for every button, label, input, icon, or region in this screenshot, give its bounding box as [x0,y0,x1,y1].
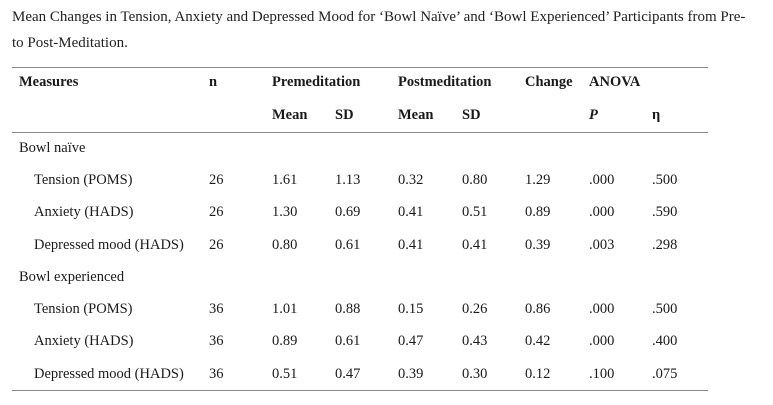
cell-post-sd: 0.43 [462,333,488,349]
cell-post-mean: 0.32 [398,172,424,188]
cell-p: .100 [589,366,615,382]
header-anova: ANOVA [589,74,641,90]
cell-n: 36 [209,301,224,317]
cell-eta: .400 [652,333,678,349]
header-post-sd: SD [462,107,481,123]
cell-pre-sd: 0.61 [335,333,361,349]
cell-eta: .075 [652,366,678,382]
cell-change: 1.29 [525,172,551,188]
cell-pre-mean: 1.30 [272,204,298,220]
cell-post-sd: 0.41 [462,237,488,253]
table-header-rule [12,132,708,133]
cell-p: .003 [589,237,615,253]
cell-post-sd: 0.30 [462,366,488,382]
cell-pre-sd: 0.61 [335,237,361,253]
cell-post-sd: 0.51 [462,204,488,220]
cell-measure: Tension (POMS) [34,301,133,317]
cell-pre-mean: 0.51 [272,366,298,382]
cell-post-mean: 0.41 [398,204,424,220]
cell-pre-mean: 1.61 [272,172,298,188]
cell-eta: .590 [652,204,678,220]
cell-change: 0.39 [525,237,551,253]
table-top-rule [12,67,708,68]
cell-measure: Anxiety (HADS) [34,204,134,220]
header-change: Change [525,74,573,90]
cell-p: .000 [589,301,615,317]
cell-eta: .298 [652,237,678,253]
header-p: P [589,107,598,123]
cell-pre-mean: 0.89 [272,333,298,349]
header-postmeditation: Postmeditation [398,74,492,90]
cell-post-sd: 0.80 [462,172,488,188]
cell-post-sd: 0.26 [462,301,488,317]
header-eta: η [652,107,661,123]
cell-measure: Tension (POMS) [34,172,133,188]
header-pre-mean: Mean [272,107,308,123]
header-post-mean: Mean [398,107,434,123]
cell-change: 0.86 [525,301,551,317]
cell-eta: .500 [652,301,678,317]
cell-n: 26 [209,237,224,253]
cell-change: 0.89 [525,204,551,220]
cell-post-mean: 0.41 [398,237,424,253]
cell-eta: .500 [652,172,678,188]
cell-pre-sd: 0.69 [335,204,361,220]
cell-pre-mean: 0.80 [272,237,298,253]
cell-p: .000 [589,204,615,220]
cell-measure: Depressed mood (HADS) [34,237,184,253]
cell-n: 36 [209,333,224,349]
cell-p: .000 [589,333,615,349]
table-bottom-rule [12,390,708,391]
cell-post-mean: 0.47 [398,333,424,349]
header-n: n [209,74,218,90]
table-caption: Mean Changes in Tension, Anxiety and Dep… [12,9,746,51]
cell-p: .000 [589,172,615,188]
header-measures: Measures [19,74,79,90]
header-premeditation: Premeditation [272,74,361,90]
cell-n: 36 [209,366,224,382]
group-label-bowl-naive: Bowl naïve [19,140,86,156]
cell-pre-sd: 0.47 [335,366,361,382]
cell-post-mean: 0.15 [398,301,424,317]
cell-change: 0.42 [525,333,551,349]
header-pre-sd: SD [335,107,354,123]
group-label-bowl-experienced: Bowl experienced [19,269,125,285]
cell-measure: Anxiety (HADS) [34,333,134,349]
cell-pre-mean: 1.01 [272,301,298,317]
cell-n: 26 [209,204,224,220]
cell-pre-sd: 1.13 [335,172,361,188]
cell-change: 0.12 [525,366,551,382]
cell-pre-sd: 0.88 [335,301,361,317]
cell-post-mean: 0.39 [398,366,424,382]
cell-measure: Depressed mood (HADS) [34,366,184,382]
cell-n: 26 [209,172,224,188]
